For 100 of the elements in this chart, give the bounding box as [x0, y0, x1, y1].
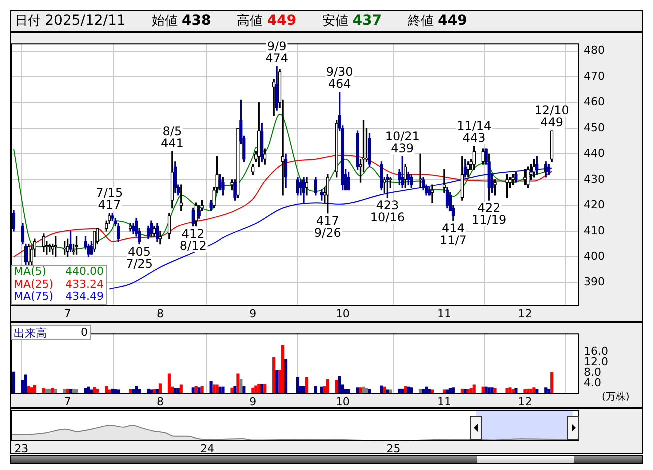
- text: 安値 437: [322, 13, 382, 29]
- candlestick: [418, 154, 422, 188]
- bar: [216, 384, 219, 394]
- bar: [335, 380, 338, 394]
- annotation: 9/30 464: [326, 65, 354, 92]
- y-tick-label: 470: [584, 70, 605, 83]
- series-label: MA(25) 433.24: [14, 278, 104, 291]
- y-tick-label: 8.0: [584, 366, 602, 379]
- series-label: MA(75) 434.49: [14, 290, 104, 304]
- chart-title: 出来高: [14, 326, 47, 340]
- candlestick: [550, 130, 554, 162]
- candlestick: [380, 162, 384, 191]
- y-tick-label: 16.0: [584, 344, 608, 358]
- y-tick-label: 410: [584, 224, 605, 238]
- candlestick: [302, 177, 306, 204]
- annotation: 414 11/7: [440, 222, 467, 248]
- y-tick-label: 400: [584, 250, 605, 263]
- bar: [264, 384, 267, 394]
- bar: [272, 357, 276, 394]
- candlestick: [12, 210, 16, 232]
- candlestick: [200, 200, 204, 212]
- x-tick-label: 10: [336, 307, 350, 320]
- bar: [472, 384, 476, 394]
- x-tick-label: 25: [386, 442, 401, 456]
- bar: [282, 345, 285, 394]
- annotation: 417 9/26: [314, 214, 342, 240]
- bar: [24, 374, 28, 394]
- candlestick: [305, 177, 309, 196]
- x-tick-label: 8: [156, 395, 164, 408]
- annotation: 11/14 443: [457, 119, 492, 146]
- x-tick-label: 23: [14, 442, 29, 456]
- annotation: 7/15 417: [96, 186, 124, 212]
- candlestick: [194, 202, 198, 227]
- y-tick-label: 440: [584, 147, 605, 160]
- y-tick-label: 12.0: [584, 355, 608, 368]
- x-tick-label: 11: [437, 395, 452, 408]
- y-tick-label: 420: [584, 198, 605, 212]
- candlestick: [42, 234, 46, 252]
- x-tick-label: 24: [200, 442, 214, 456]
- annotation: 8/5 441: [160, 124, 184, 150]
- y-tick-label: 430: [584, 172, 605, 186]
- candlestick: [275, 66, 279, 111]
- bar: [276, 370, 279, 394]
- bar: [260, 384, 264, 394]
- annotation: 422 11/19: [472, 201, 507, 228]
- text: MA(5) 440.00: [14, 265, 104, 278]
- candlestick: [132, 223, 136, 234]
- candlestick: [222, 177, 225, 196]
- x-tick-label: 8: [156, 307, 164, 320]
- bar: [326, 379, 330, 394]
- candlestick: [69, 231, 72, 252]
- bar: [168, 374, 171, 394]
- y-tick-label: 450: [584, 121, 605, 134]
- candlestick: [234, 180, 237, 201]
- candlestick: [326, 174, 330, 214]
- annotation: 423 10/16: [370, 198, 405, 225]
- bar: [508, 388, 512, 394]
- candlestick: [335, 120, 338, 178]
- candlestick: [260, 123, 264, 162]
- line-series: [13, 155, 553, 258]
- bar: [240, 379, 243, 394]
- candlestick: [442, 169, 446, 194]
- x-tick-label: 9: [250, 307, 257, 320]
- candlestick: [532, 159, 536, 178]
- candlestick: [347, 172, 350, 191]
- bar: [236, 374, 240, 394]
- candlestick: [544, 162, 548, 178]
- candlestick: [263, 148, 267, 165]
- y-tick-label: 4.0: [584, 376, 602, 390]
- y-tick-label: 480: [584, 44, 605, 58]
- candlestick: [93, 231, 96, 252]
- y-tick-label: 390: [584, 276, 605, 289]
- candlestick: [236, 128, 240, 198]
- x-tick-label: 10: [336, 395, 350, 408]
- bar: [180, 384, 183, 394]
- bar: [338, 376, 342, 394]
- candlestick: [389, 177, 392, 188]
- annotation: 12/10 449: [534, 104, 570, 130]
- candlestick: [170, 151, 174, 209]
- text: 始値 438: [152, 13, 212, 29]
- candlestick: [252, 164, 255, 176]
- candlestick: [128, 223, 132, 232]
- x-tick-label: 7: [64, 307, 72, 320]
- candlestick: [428, 187, 432, 196]
- bar: [305, 377, 308, 394]
- annotation: 405 7/25: [126, 244, 154, 271]
- y-axis-title: (万株): [602, 390, 630, 404]
- candlestick: [482, 148, 485, 165]
- candlestick: [430, 184, 434, 204]
- bar: [296, 377, 300, 394]
- candlestick: [156, 223, 160, 242]
- bar: [258, 384, 261, 394]
- bar: [284, 360, 288, 394]
- x-tick-label: 12: [518, 395, 532, 408]
- candlestick: [526, 166, 530, 188]
- bar: [222, 386, 225, 394]
- candlestick: [314, 177, 318, 196]
- text: 日付 2025/12/11: [15, 13, 126, 29]
- candlestick: [446, 187, 450, 209]
- x-tick-label: 12: [518, 307, 532, 320]
